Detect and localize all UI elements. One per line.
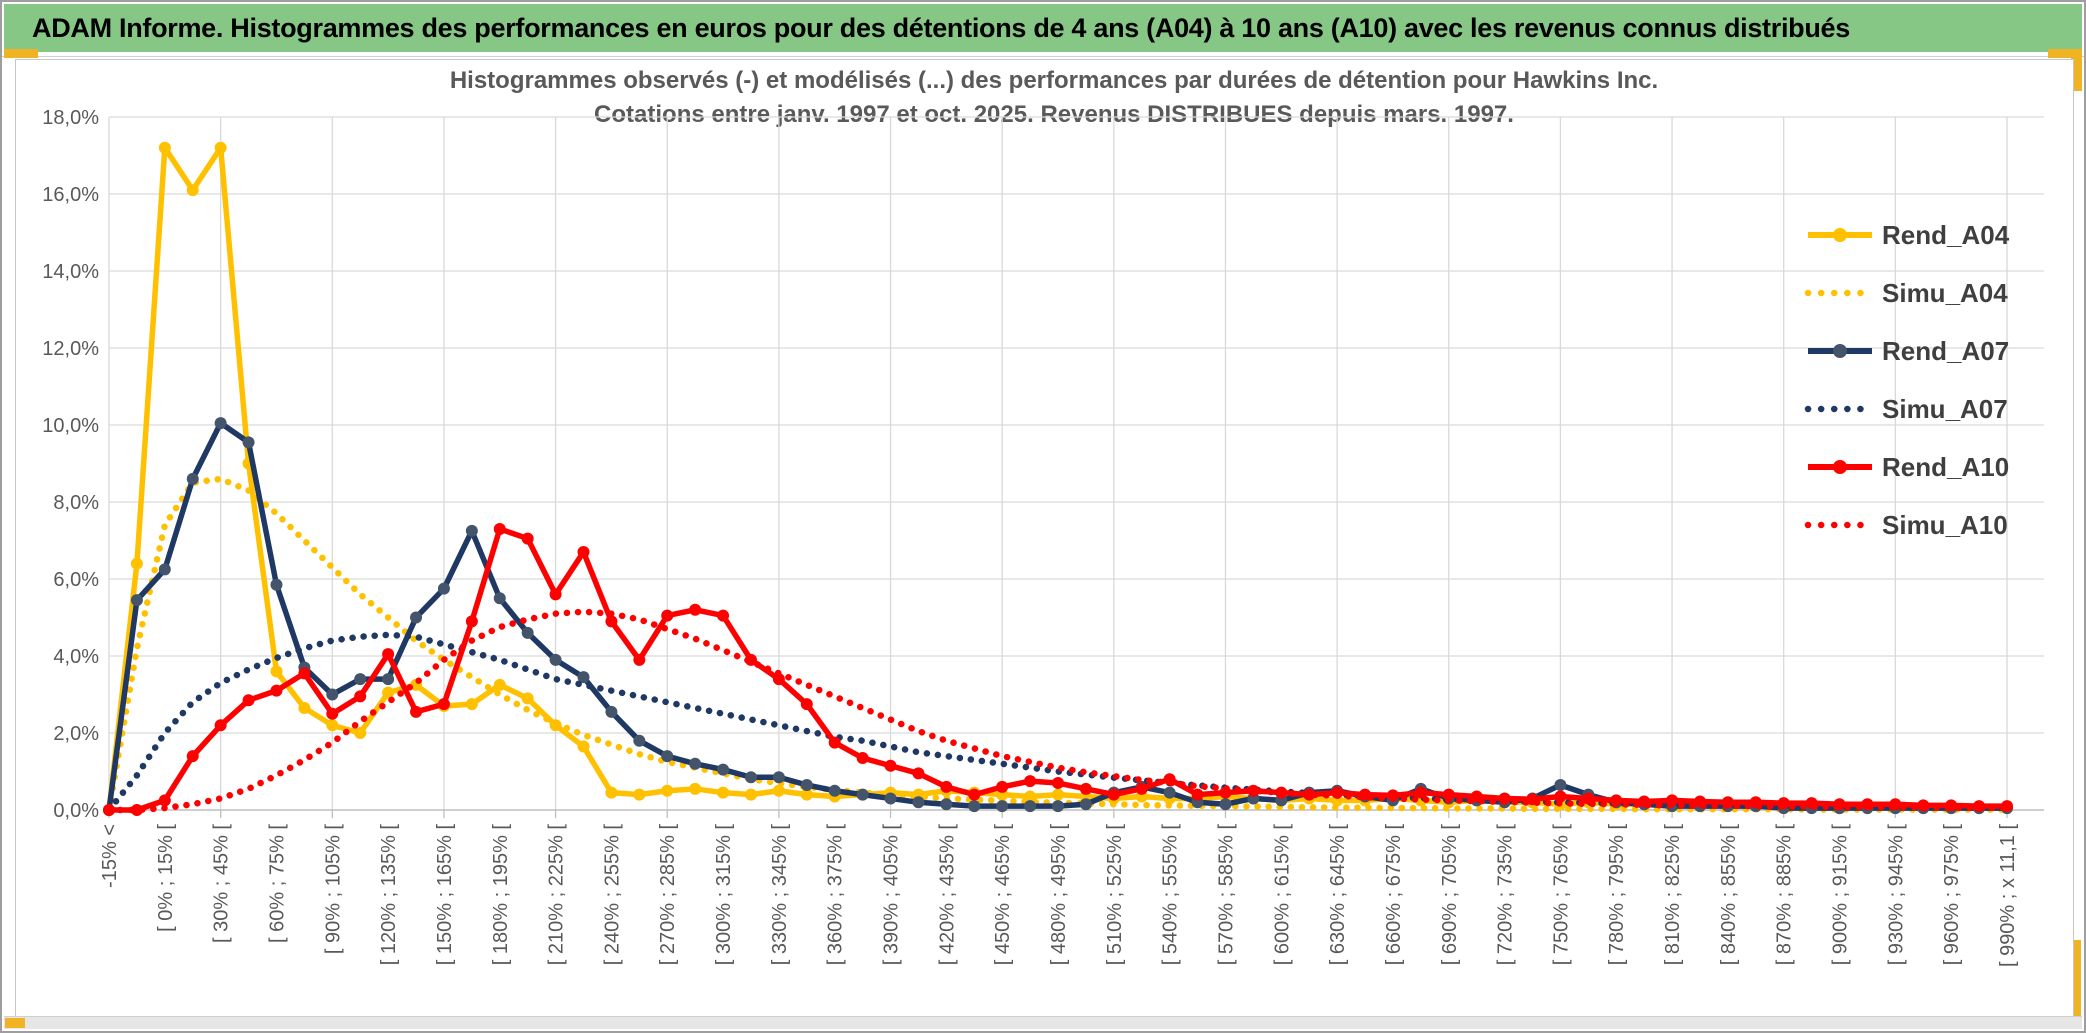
y-tick-label: 12,0% — [42, 338, 99, 360]
x-tick-label: [ 690% ; 705% [ — [1439, 824, 1461, 966]
gold-accent-header-left — [4, 49, 38, 58]
x-tick-label: [ 300% ; 315% [ — [713, 824, 735, 966]
x-tick-label: [ 960% ; 975% [ — [1941, 824, 1963, 966]
x-tick-label: [ 990% ; x 11,1 [ — [1997, 824, 2019, 967]
legend-label-Simu_A07: Simu_A07 — [1882, 394, 2008, 424]
legend-item-Rend_A07[interactable]: Rend_A07 — [1808, 336, 2009, 366]
gold-accent-right-top — [2071, 49, 2082, 91]
y-tick-label: 16,0% — [42, 184, 99, 206]
legend-item-Rend_A10[interactable]: Rend_A10 — [1808, 452, 2009, 482]
series-line-Simu_A04 — [105, 475, 2011, 814]
x-tick-label: [ 90% ; 105% [ — [322, 824, 344, 955]
x-tick-label: [ 450% ; 465% [ — [992, 824, 1014, 966]
y-tick-label: 2,0% — [53, 723, 99, 745]
page-title: ADAM Informe. Histogrammes des performan… — [32, 12, 1850, 43]
x-tick-label: [ 600% ; 615% [ — [1271, 824, 1293, 966]
x-tick-label: [ 330% ; 345% [ — [769, 824, 791, 966]
x-tick-label: [ 360% ; 375% [ — [825, 824, 847, 966]
x-tick-label: [ 660% ; 675% [ — [1383, 824, 1405, 966]
x-tick-label: [ 120% ; 135% [ — [378, 824, 400, 966]
x-tick-label: [ 540% ; 555% [ — [1160, 824, 1182, 966]
legend: Rend_A04 Simu_A04 Rend_A07 Simu_A07 Rend_A10… — [1804, 220, 2010, 540]
legend-marker-Rend_A04 — [1833, 228, 1847, 242]
legend-label-Simu_A10: Simu_A10 — [1882, 510, 2008, 540]
x-tick-label: [ 810% ; 825% [ — [1662, 824, 1684, 966]
x-tick-label: [ 930% ; 945% [ — [1885, 824, 1907, 966]
x-tick-label: [ 150% ; 165% [ — [434, 824, 456, 966]
x-tick-label: [ 570% ; 585% [ — [1215, 824, 1237, 966]
x-tick-label: [ 480% ; 495% [ — [1048, 824, 1070, 966]
x-tick-label: [ 780% ; 795% [ — [1606, 824, 1628, 966]
legend-item-Simu_A07[interactable]: Simu_A07 — [1804, 394, 2008, 424]
legend-label-Simu_A04: Simu_A04 — [1882, 278, 2008, 308]
legend-item-Simu_A04[interactable]: Simu_A04 — [1804, 278, 2008, 308]
series-line-Rend_A04 — [106, 145, 2007, 811]
series-line-Rend_A10 — [109, 526, 2007, 813]
header-divider — [2, 56, 2084, 57]
y-tick-label: 14,0% — [42, 261, 99, 283]
legend-label-Rend_A10: Rend_A10 — [1882, 452, 2009, 482]
title-bar: ADAM Informe. Histogrammes des performan… — [4, 4, 2082, 52]
y-tick-label: 8,0% — [53, 492, 99, 514]
legend-label-Rend_A07: Rend_A07 — [1882, 336, 2009, 366]
gold-accent-header-right — [2048, 49, 2082, 58]
x-tick-label: [ 630% ; 645% [ — [1327, 824, 1349, 966]
gridlines — [108, 116, 2044, 810]
x-tick-label: [ 30% ; 45% [ — [211, 824, 233, 943]
gold-accent-bottom-left — [5, 1018, 25, 1028]
x-tick-label: [ 0% ; 15% [ — [155, 824, 177, 932]
x-tick-label: [ 210% ; 225% [ — [546, 824, 568, 966]
series — [103, 141, 2013, 816]
x-tick-label: [ 750% ; 765% [ — [1550, 824, 1572, 966]
y-tick-label: 18,0% — [42, 107, 99, 129]
legend-label-Rend_A04: Rend_A04 — [1882, 220, 2010, 250]
y-tick-label: 10,0% — [42, 415, 99, 437]
y-tick-label: 0,0% — [53, 800, 99, 822]
series-line-Rend_A07 — [106, 420, 2007, 811]
x-tick-label: [ 180% ; 195% [ — [490, 824, 512, 966]
y-tick-label: 6,0% — [53, 569, 99, 591]
x-tick-label: [ 240% ; 255% [ — [601, 824, 623, 966]
x-tick-label: [ 60% ; 75% [ — [266, 824, 288, 943]
x-axis-labels: -15% < [ 0% ; 15% [ [ 30% ; 45% [ [ 60% ; 7… — [99, 824, 2019, 967]
legend-item-Rend_A04[interactable]: Rend_A04 — [1808, 220, 2010, 250]
x-tick-label: -15% < — [99, 824, 121, 888]
x-tick-label: [ 870% ; 885% [ — [1774, 824, 1796, 966]
series-line-Simu_A10 — [105, 608, 2011, 814]
x-tick-label: [ 390% ; 405% [ — [881, 824, 903, 966]
y-axis-labels: 0,0% 2,0% 4,0% 6,0% 8,0% 10,0% 12,0% 14,0% 16,0%… — [42, 107, 99, 822]
y-tick-label: 4,0% — [53, 646, 99, 668]
x-tick-label: [ 510% ; 525% [ — [1104, 824, 1126, 966]
x-tick-label: [ 420% ; 435% [ — [936, 824, 958, 966]
legend-marker-Rend_A07 — [1833, 344, 1847, 358]
x-tick-label: [ 270% ; 285% [ — [657, 824, 679, 966]
x-tick-label: [ 900% ; 915% [ — [1830, 824, 1852, 966]
legend-marker-Rend_A10 — [1833, 460, 1847, 474]
chart-area — [15, 59, 2074, 1022]
series-markers-Rend_A04 — [103, 141, 2013, 816]
x-tick-label: [ 720% ; 735% [ — [1495, 824, 1517, 966]
bottom-strip — [4, 1016, 2082, 1029]
x-tick-label: [ 840% ; 855% [ — [1718, 824, 1740, 966]
legend-item-Simu_A10[interactable]: Simu_A10 — [1804, 510, 2008, 540]
